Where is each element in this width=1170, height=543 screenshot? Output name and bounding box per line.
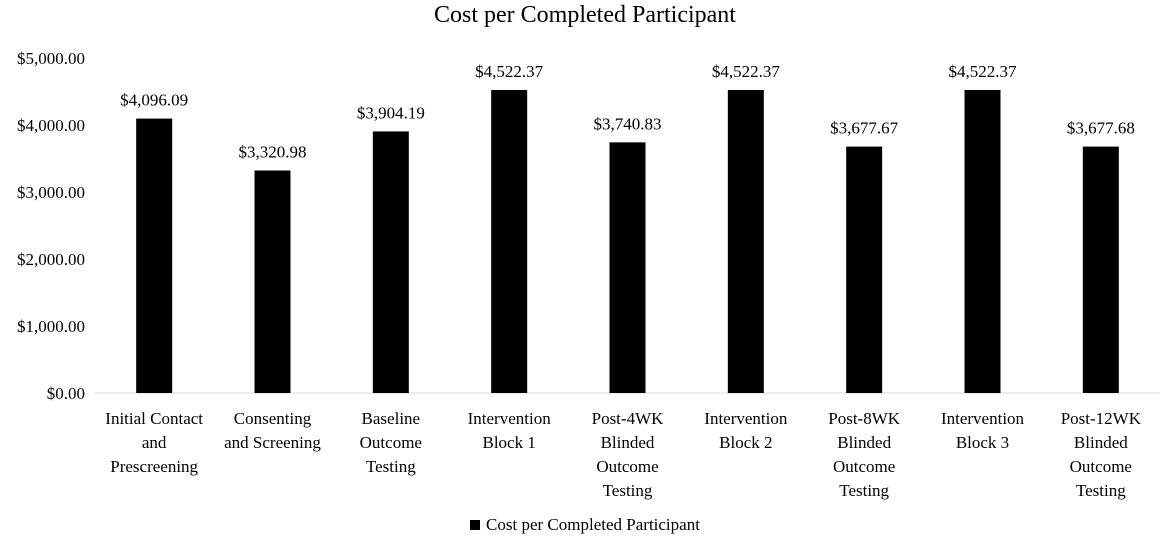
data-label: $3,740.83 <box>594 114 662 133</box>
x-tick-label-line: Testing <box>1076 481 1126 500</box>
x-tick-label-line: Testing <box>366 457 416 476</box>
x-tick-label-line: Testing <box>839 481 889 500</box>
data-label: $3,320.98 <box>239 142 307 161</box>
data-labels: $4,096.09 $3,320.98 $3,904.19 $4,522.37 $3,7… <box>120 62 1135 161</box>
data-label: $4,096.09 <box>120 91 188 110</box>
x-tick-label-line: and <box>142 433 167 452</box>
x-tick-label-line: Blinded <box>1074 433 1128 452</box>
legend-label: Cost per Completed Participant <box>486 515 700 534</box>
x-tick-label-line: Outcome <box>833 457 895 476</box>
bar <box>491 90 528 393</box>
x-tick-label-line: Post-4WK <box>592 409 665 428</box>
y-tick-label: $4,000.00 <box>17 116 85 135</box>
x-tick-label: Initial Contact and Prescreening <box>105 409 203 476</box>
x-tick-label-line: Blinded <box>837 433 891 452</box>
data-label: $4,522.37 <box>475 62 544 81</box>
x-tick-label-line: Baseline <box>362 409 421 428</box>
x-tick-label-line: Blinded <box>601 433 655 452</box>
data-label: $4,522.37 <box>949 62 1018 81</box>
x-tick-label-line: Post-8WK <box>828 409 901 428</box>
x-tick-label: Consenting and Screening <box>224 409 321 452</box>
y-tick-label: $1,000.00 <box>17 317 85 336</box>
y-tick-label: $5,000.00 <box>17 49 85 68</box>
legend-swatch <box>470 520 481 530</box>
x-tick-label: Post-12WK Blinded Outcome Testing <box>1061 409 1142 500</box>
bar <box>609 142 646 393</box>
x-tick-label: Post-8WK Blinded Outcome Testing <box>828 409 901 500</box>
x-tick-label: Intervention Block 3 <box>941 409 1025 452</box>
x-tick-label-line: Outcome <box>360 433 422 452</box>
bar <box>136 118 173 393</box>
x-tick-label-line: Post-12WK <box>1061 409 1142 428</box>
x-tick-label-line: Block 2 <box>719 433 772 452</box>
x-tick-label: Baseline Outcome Testing <box>360 409 422 476</box>
y-tick-label: $2,000.00 <box>17 250 85 269</box>
bar <box>727 90 764 393</box>
x-tick-label-line: Block 1 <box>482 433 535 452</box>
data-label: $4,522.37 <box>712 62 781 81</box>
x-tick-label-line: Block 3 <box>956 433 1009 452</box>
chart-title: Cost per Completed Participant <box>434 2 736 28</box>
x-tick-label-line: Intervention <box>468 409 552 428</box>
bar <box>254 170 291 393</box>
x-tick-label-line: Outcome <box>1070 457 1132 476</box>
x-tick-label-line: Testing <box>603 481 653 500</box>
x-tick-label-line: and Screening <box>224 433 321 452</box>
y-tick-label: $0.00 <box>47 384 85 403</box>
bars <box>136 90 1119 394</box>
x-tick-label: Post-4WK Blinded Outcome Testing <box>592 409 665 500</box>
x-tick-label-line: Intervention <box>704 409 788 428</box>
x-tick-label-line: Prescreening <box>110 457 198 476</box>
x-axis-category-labels: Initial Contact and Prescreening Consenting… <box>105 409 1141 500</box>
bar <box>846 146 883 393</box>
legend: Cost per Completed Participant <box>0 515 1170 535</box>
y-axis-ticks: $0.00 $1,000.00 $2,000.00 $3,000.00 $4,000.0… <box>17 49 85 403</box>
bar-chart: $0.00 $1,000.00 $2,000.00 $3,000.00 $4,000.0… <box>17 49 1160 500</box>
data-label: $3,677.68 <box>1067 119 1135 138</box>
bar <box>964 90 1001 393</box>
x-tick-label-line: Intervention <box>941 409 1025 428</box>
bar <box>372 131 409 394</box>
data-label: $3,904.19 <box>357 103 425 122</box>
data-label: $3,677.67 <box>830 119 899 138</box>
bar <box>1082 146 1119 393</box>
x-tick-label: Intervention Block 2 <box>704 409 788 452</box>
y-tick-label: $3,000.00 <box>17 183 85 202</box>
x-tick-label: Intervention Block 1 <box>468 409 552 452</box>
x-tick-label-line: Consenting <box>234 409 312 428</box>
x-tick-label-line: Initial Contact <box>105 409 203 428</box>
x-tick-label-line: Outcome <box>596 457 658 476</box>
